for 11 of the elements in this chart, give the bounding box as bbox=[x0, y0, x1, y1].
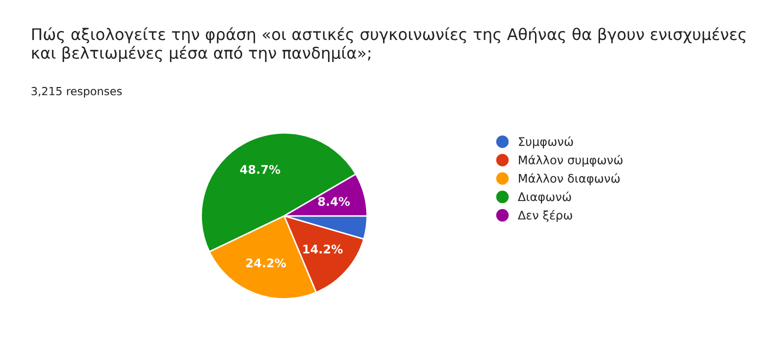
data-label: 14.2% bbox=[303, 244, 343, 254]
legend-label: Μάλλον συμφωνώ bbox=[518, 154, 622, 167]
legend-label: Δεν ξέρω bbox=[518, 210, 572, 222]
chart-title: Πώς αξιολογείτε την φράση «οι αστικές συγκοινωνίες της Αθήνας θα βγουν ενισχυμένες και βελτιωμένες μέσα από την πανδημία»; bbox=[32, 27, 746, 62]
legend-label: Μάλλον διαφωνώ bbox=[518, 173, 620, 186]
data-label: 8.4% bbox=[318, 196, 350, 206]
text: 3,215 responses bbox=[32, 86, 122, 98]
legend-label: Συμφωνώ bbox=[518, 136, 573, 148]
data-label: 48.7% bbox=[240, 164, 280, 174]
data-label: 24.2% bbox=[246, 258, 286, 268]
legend-label: Διαφωνώ bbox=[518, 192, 571, 204]
